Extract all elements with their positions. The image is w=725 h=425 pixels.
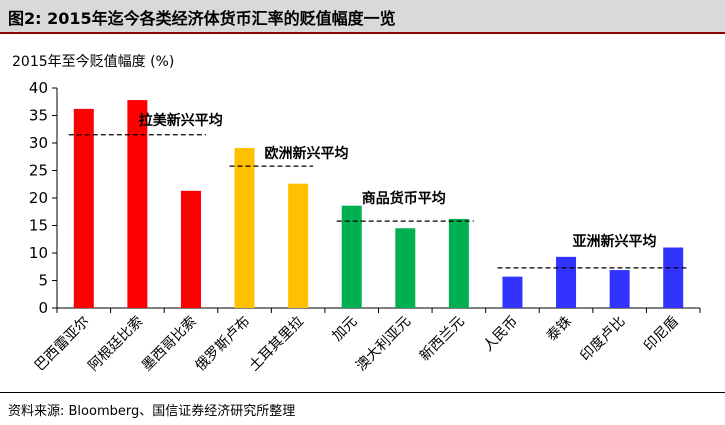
bar <box>556 256 577 308</box>
bar <box>448 218 469 308</box>
y-tick-label: 5 <box>38 272 48 290</box>
y-tick-label: 40 <box>29 79 48 97</box>
category-label: 澳大利亚元 <box>353 314 414 375</box>
axes: 0 5 10 15 20 25 30 35 40 <box>29 79 701 317</box>
category-label: 墨西哥比索 <box>138 313 200 375</box>
bar <box>73 108 94 309</box>
average-label: 欧洲新兴平均 <box>265 145 349 162</box>
y-tick-label: 15 <box>29 217 48 235</box>
category-label: 俄罗斯卢布 <box>193 314 254 375</box>
y-tick-label: 35 <box>29 107 48 125</box>
figure-title: 图2: 2015年迄今各类经济体货币汇率的贬值幅度一览 <box>8 9 396 28</box>
y-tick-label: 30 <box>29 134 48 152</box>
y-axis-label: 2015年至今贬值幅度 (%) <box>12 54 174 70</box>
bar <box>609 270 630 308</box>
bar <box>663 247 684 308</box>
y-tick-label: 10 <box>29 244 48 262</box>
bar <box>180 190 201 308</box>
category-label: 阿根廷比索 <box>85 313 147 375</box>
bar <box>341 205 362 308</box>
category-label: 印尼盾 <box>641 314 682 355</box>
bar <box>395 228 416 308</box>
category-label: 印度卢比 <box>578 314 629 365</box>
average-label: 商品货币平均 <box>362 190 446 207</box>
y-tick-label: 20 <box>29 189 48 207</box>
bar <box>288 183 309 308</box>
average-label: 亚洲新兴平均 <box>572 233 656 250</box>
footer-rule <box>0 392 725 393</box>
category-label: 土耳其里拉 <box>246 314 307 375</box>
category-labels: 巴西雷亚尔阿根廷比索墨西哥比索俄罗斯卢布土耳其里拉 加元澳大利亚元 新西兰元 人民币泰… <box>32 313 682 375</box>
header-bar <box>0 0 725 34</box>
category-label: 泰铢 <box>544 314 575 345</box>
category-label: 巴西雷亚尔 <box>32 314 93 375</box>
bars <box>73 100 684 309</box>
bar <box>234 147 255 308</box>
category-label: 新西兰元 <box>417 314 468 365</box>
y-tick-label: 25 <box>29 162 48 180</box>
category-label: 加元 <box>329 314 360 345</box>
bar <box>127 100 148 308</box>
source-note: 资料来源: Bloomberg、国信证券经济研究所整理 <box>8 404 296 419</box>
y-tick-label: 0 <box>38 299 48 317</box>
category-label: 人民币 <box>480 314 521 355</box>
bar <box>502 276 523 308</box>
average-label: 拉美新兴平均 <box>139 112 223 129</box>
